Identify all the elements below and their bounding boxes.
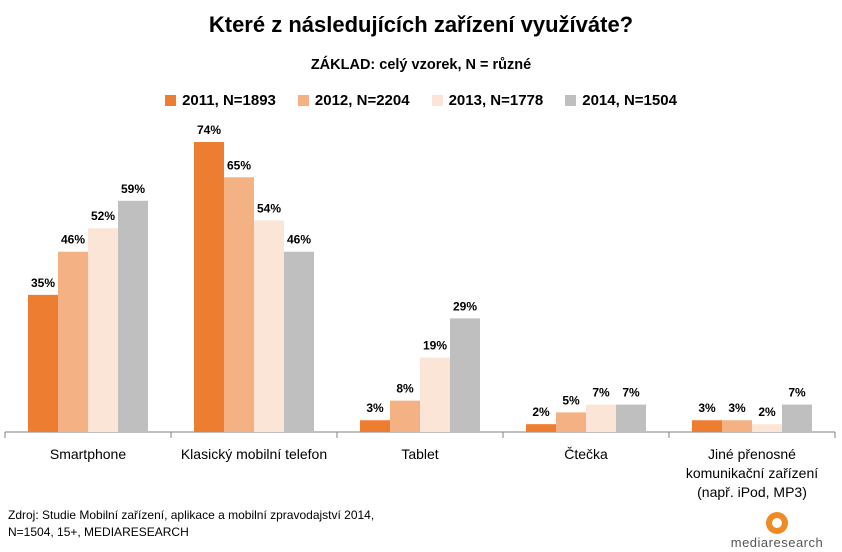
source-note: Zdroj: Studie Mobilní zařízení, aplikace… [8, 507, 374, 541]
bar [390, 400, 420, 432]
data-label: 46% [61, 233, 85, 247]
data-label: 7% [592, 386, 610, 400]
bar [556, 412, 586, 432]
data-label: 46% [287, 233, 311, 247]
data-label: 8% [396, 382, 414, 396]
data-label: 74% [197, 123, 221, 137]
category-label: komunikační zařízení [686, 465, 818, 481]
mediaresearch-logo: mediaresearch [722, 512, 832, 550]
data-label: 59% [121, 182, 145, 196]
data-label: 2% [758, 405, 776, 419]
data-label: 65% [227, 158, 251, 172]
data-label: 29% [453, 299, 477, 313]
bar [782, 404, 812, 432]
legend-swatch [165, 95, 177, 106]
legend-item-3: 2013, N=1778 [431, 92, 544, 109]
legend-item-2: 2012, N=2204 [297, 92, 410, 109]
legend-swatch [297, 95, 309, 106]
legend-label: 2012, N=2204 [314, 92, 410, 109]
category-label: Smartphone [50, 446, 126, 462]
category-label: Tablet [401, 446, 438, 462]
data-label: 35% [31, 276, 55, 290]
data-label: 3% [698, 401, 716, 415]
bar [284, 251, 314, 432]
legend-label: 2014, N=1504 [582, 92, 677, 109]
category-label: Klasický mobilní telefon [181, 446, 327, 462]
legend: 2011, N=1893 2012, N=2204 2013, N=1778 2014… [0, 92, 842, 109]
chart-subtitle: ZÁKLAD: celý vzorek, N = různé [310, 57, 532, 73]
legend-label: 2013, N=1778 [448, 92, 544, 109]
data-label: 7% [788, 386, 806, 400]
data-label: 2% [532, 405, 550, 419]
bar [28, 294, 58, 432]
chart-title: Které z následujících zařízení využíváte… [208, 12, 634, 37]
legend-swatch [431, 95, 443, 106]
bar [224, 177, 254, 432]
source-line-2: N=1504, 15+, MEDIARESEARCH [8, 525, 189, 539]
legend-label: 2011, N=1893 [182, 92, 276, 109]
bar [194, 142, 224, 432]
data-label: 19% [423, 339, 447, 353]
category-label: (např. iPod, MP3) [697, 484, 807, 500]
legend-item-4: 2014, N=1504 [565, 92, 677, 109]
data-label: 5% [562, 393, 580, 407]
category-label: Čtečka [564, 446, 608, 462]
bar [450, 318, 480, 432]
bar [88, 228, 118, 432]
legend-swatch [565, 95, 577, 106]
bar [752, 424, 782, 432]
bar [586, 404, 616, 432]
data-label: 54% [257, 201, 281, 215]
bar [616, 404, 646, 432]
bar [118, 200, 148, 432]
data-label: 52% [91, 209, 115, 223]
legend-item-1: 2011, N=1893 [165, 92, 276, 109]
bar [526, 424, 556, 432]
logo-eye-icon [766, 512, 788, 534]
category-label: Jiné přenosné [708, 446, 796, 462]
data-label: 7% [622, 386, 640, 400]
bar [360, 420, 390, 432]
bar [692, 420, 722, 432]
logo-text: mediaresearch [730, 535, 824, 550]
data-label: 3% [728, 401, 746, 415]
bar [420, 357, 450, 432]
data-label: 3% [366, 401, 384, 415]
bar [254, 220, 284, 432]
bar [58, 251, 88, 432]
bar [722, 420, 752, 432]
source-line-1: Zdroj: Studie Mobilní zařízení, aplikace… [8, 508, 375, 522]
